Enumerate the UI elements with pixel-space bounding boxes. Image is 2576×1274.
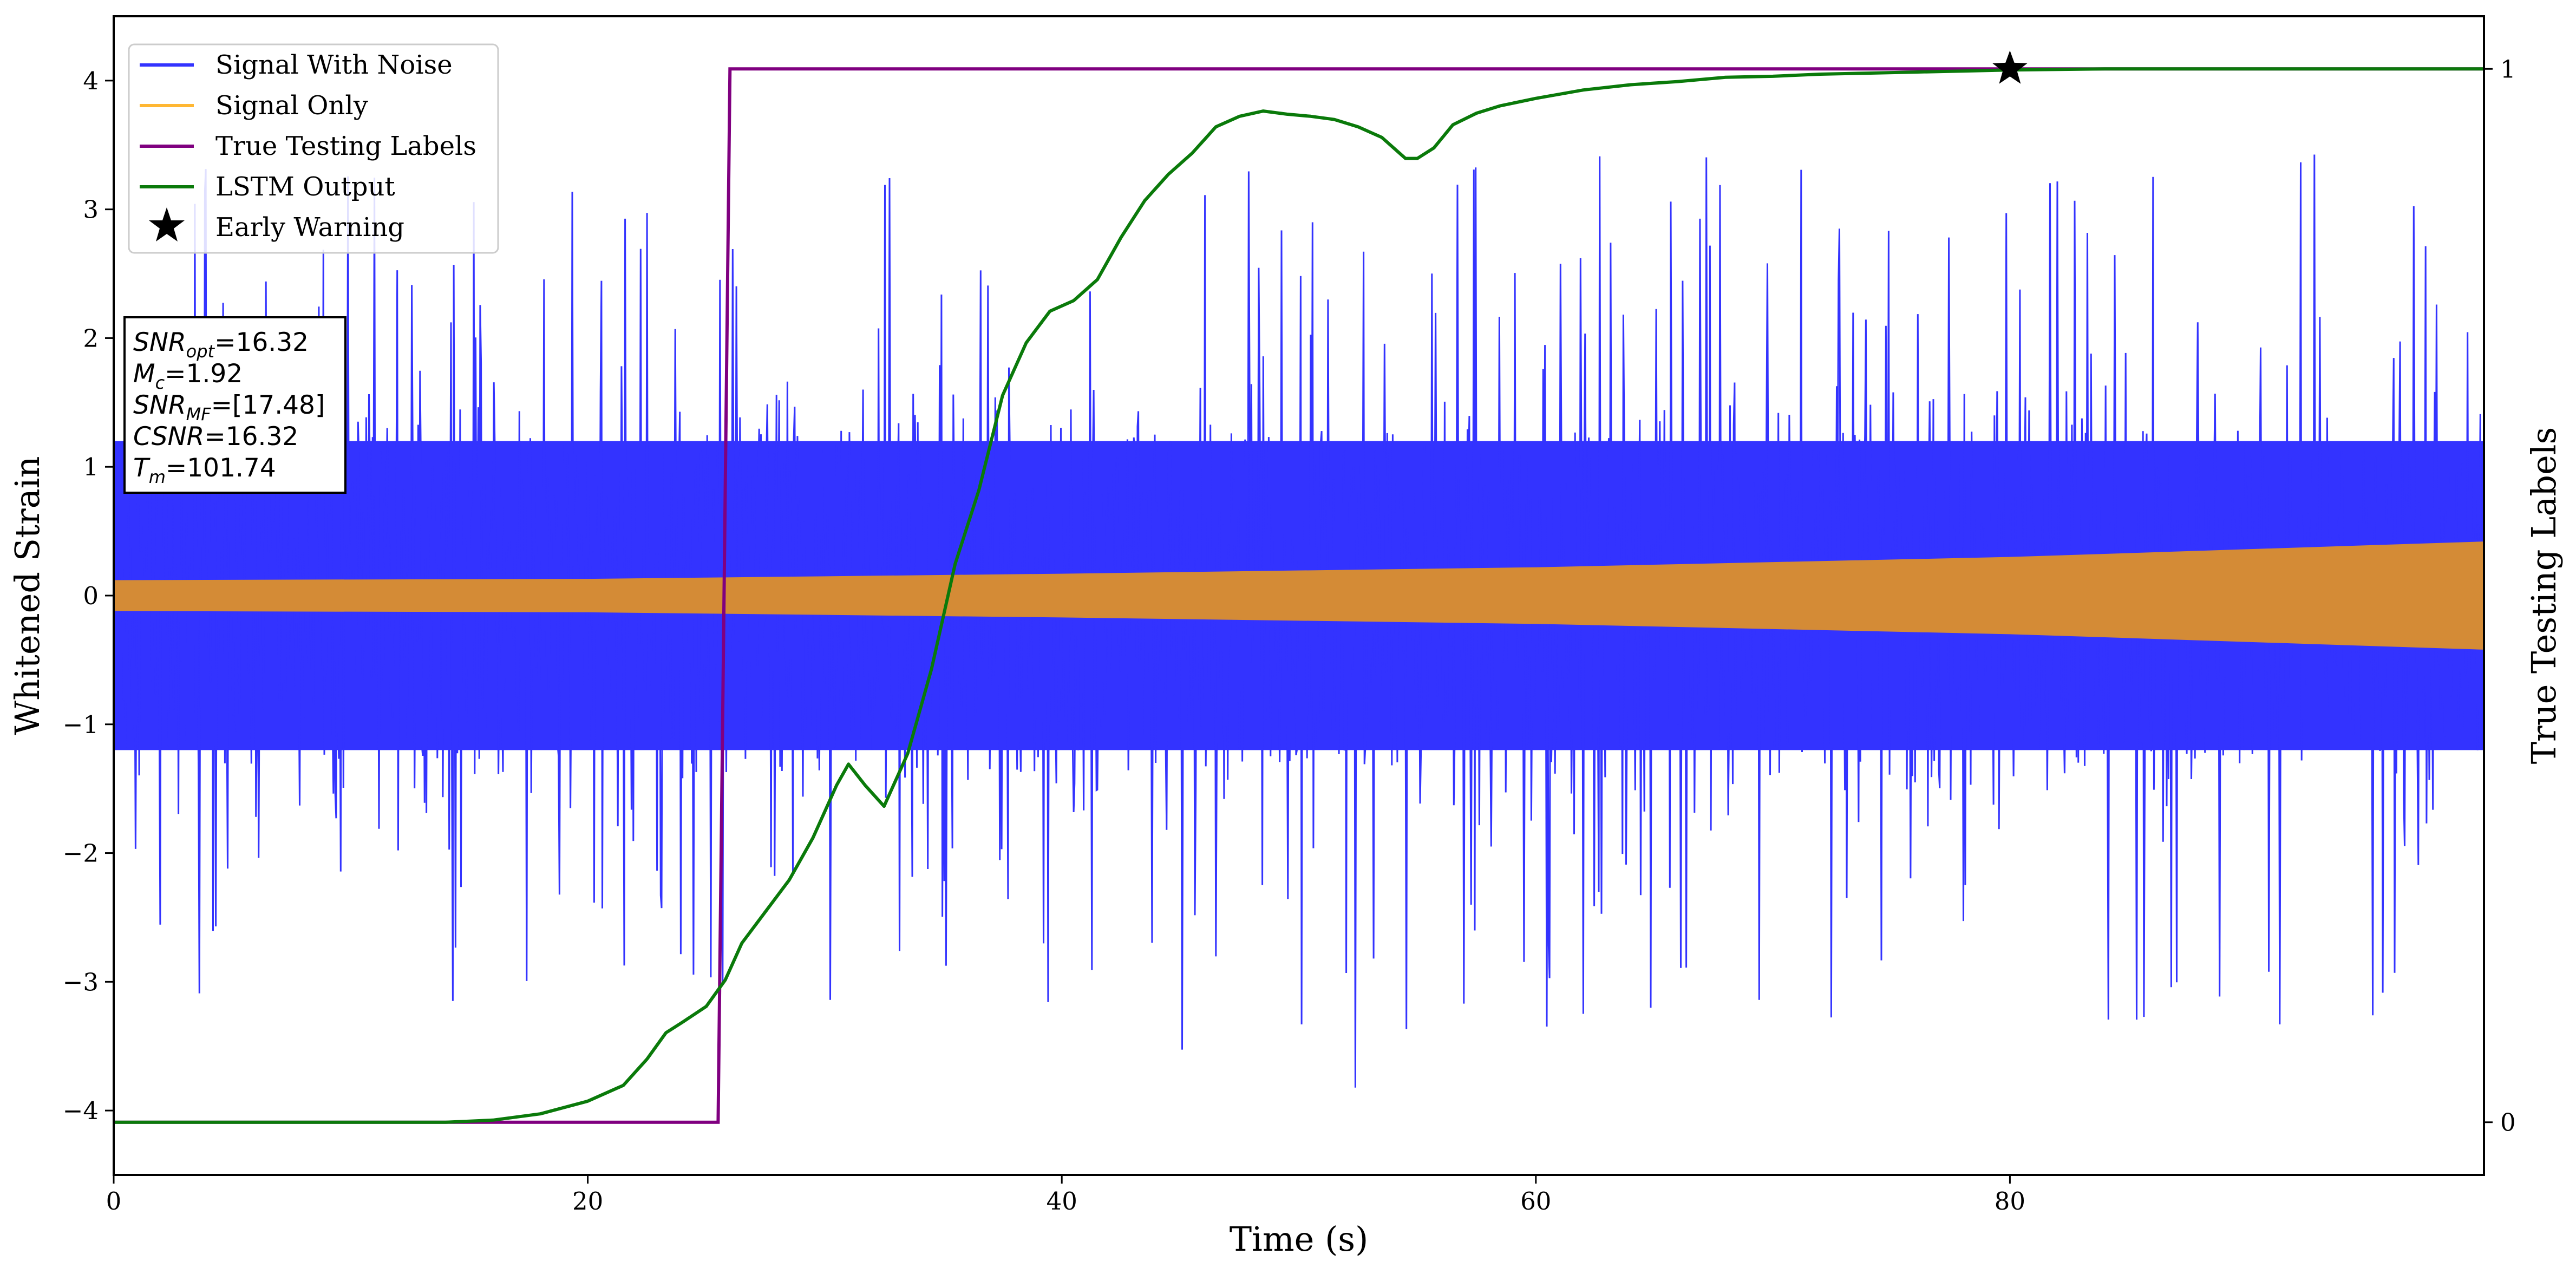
y-tick-label: −2 xyxy=(63,839,99,868)
legend-label-signal-with-noise: Signal With Noise xyxy=(215,50,453,80)
x-tick-label: 60 xyxy=(1520,1187,1551,1216)
series-early-warning xyxy=(1992,50,2028,84)
info-snr-opt: SNRopt=16.32 xyxy=(133,328,309,362)
y-tick-label: 2 xyxy=(83,324,99,352)
series-lstm-output xyxy=(114,67,2484,1124)
y-tick-label: −3 xyxy=(63,968,99,996)
legend-label-signal-only: Signal Only xyxy=(215,90,368,121)
y-tick-label: 3 xyxy=(83,195,99,224)
info-box: SNRopt=16.32 Mc=1.92 SNRMF=[17.48] CSNR=… xyxy=(123,316,346,494)
info-box-frame xyxy=(123,316,346,494)
x-axis-label: Time (s) xyxy=(1230,1219,1369,1259)
y-tick-label: −1 xyxy=(63,710,99,739)
y-tick-label: −4 xyxy=(63,1096,99,1125)
y-axis-right: 01 xyxy=(2484,55,2516,1137)
legend-label-lstm-output: LSTM Output xyxy=(215,172,395,202)
y-tick-label: 0 xyxy=(83,582,99,610)
lstm-output-line xyxy=(114,67,2484,1124)
early-warning-marker xyxy=(1992,50,2028,84)
legend-label-early-warning: Early Warning xyxy=(215,212,404,243)
info-tm: Tm=101.74 xyxy=(133,453,276,487)
legend-swatch-early-warning xyxy=(149,207,185,241)
y-tick-label: 1 xyxy=(83,453,99,481)
x-tick-label: 20 xyxy=(572,1187,603,1216)
x-tick-label: 80 xyxy=(1995,1187,2025,1216)
legend-frame xyxy=(128,43,499,254)
y-right-tick-label: 1 xyxy=(2500,55,2516,83)
info-snr-mf: SNRMF=[17.48] xyxy=(133,390,325,424)
x-axis: 0 20 40 60 80 xyxy=(106,1175,2025,1216)
y-axis-left: −4 −3 −2 −1 0 1 2 3 4 xyxy=(63,67,114,1125)
y-tick-label: 4 xyxy=(83,67,99,95)
y-right-tick-label: 0 xyxy=(2500,1108,2516,1137)
y-axis-label-right: True Testing Labels xyxy=(2524,427,2564,765)
info-mc: Mc=1.92 xyxy=(133,359,243,393)
x-tick-label: 40 xyxy=(1047,1187,1077,1216)
legend-label-true-testing-labels: True Testing Labels xyxy=(215,131,476,161)
series-signal-only xyxy=(114,541,2484,650)
signal-only-band xyxy=(114,541,2484,650)
legend: Signal With Noise Signal Only True Testi… xyxy=(128,43,499,254)
x-tick-label: 0 xyxy=(106,1187,122,1216)
info-csnr: CSNR=16.32 xyxy=(133,422,298,452)
y-axis-label-left: Whitened Strain xyxy=(8,456,47,735)
